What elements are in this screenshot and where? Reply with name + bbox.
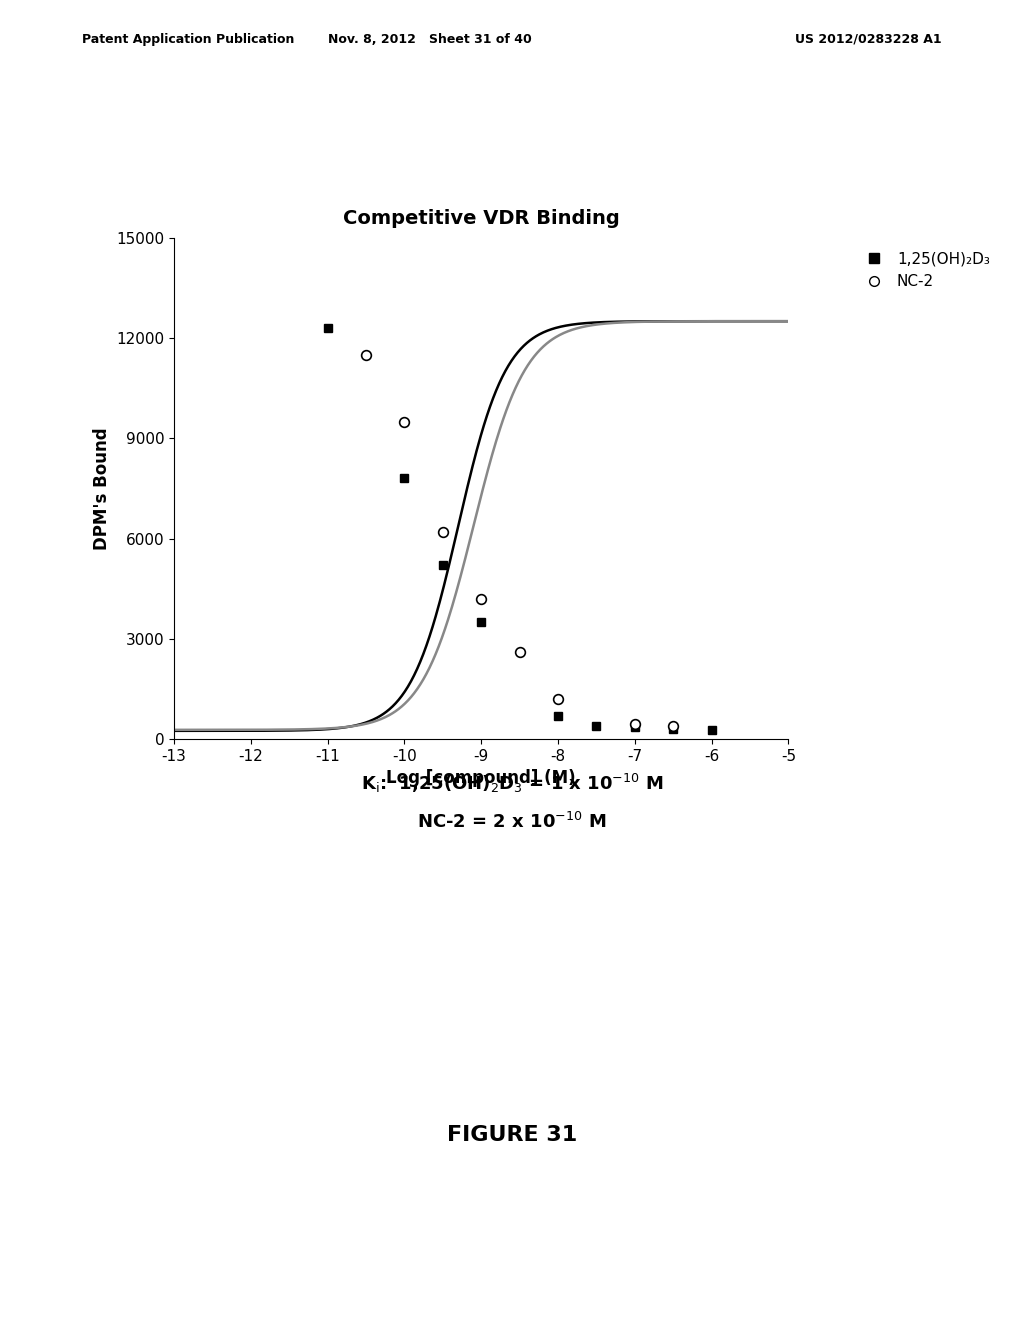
Legend: 1,25(OH)₂D₃, NC-2: 1,25(OH)₂D₃, NC-2 bbox=[853, 246, 996, 296]
Y-axis label: DPM's Bound: DPM's Bound bbox=[93, 428, 111, 549]
Text: US 2012/0283228 A1: US 2012/0283228 A1 bbox=[796, 33, 942, 46]
Title: Competitive VDR Binding: Competitive VDR Binding bbox=[343, 209, 620, 228]
Text: FIGURE 31: FIGURE 31 bbox=[446, 1125, 578, 1146]
Text: Patent Application Publication: Patent Application Publication bbox=[82, 33, 294, 46]
X-axis label: Log [compound] (M): Log [compound] (M) bbox=[386, 770, 577, 788]
Text: Nov. 8, 2012   Sheet 31 of 40: Nov. 8, 2012 Sheet 31 of 40 bbox=[329, 33, 531, 46]
Text: NC-2 = 2 x 10$^{\mathsf{-10}}$ M: NC-2 = 2 x 10$^{\mathsf{-10}}$ M bbox=[418, 812, 606, 832]
Text: K$_{\mathsf{i}}$:  1,25(OH)$_{\mathsf{2}}$D$_{\mathsf{3}}$ = 1 x 10$^{\mathsf{-1: K$_{\mathsf{i}}$: 1,25(OH)$_{\mathsf{2}}… bbox=[360, 772, 664, 795]
